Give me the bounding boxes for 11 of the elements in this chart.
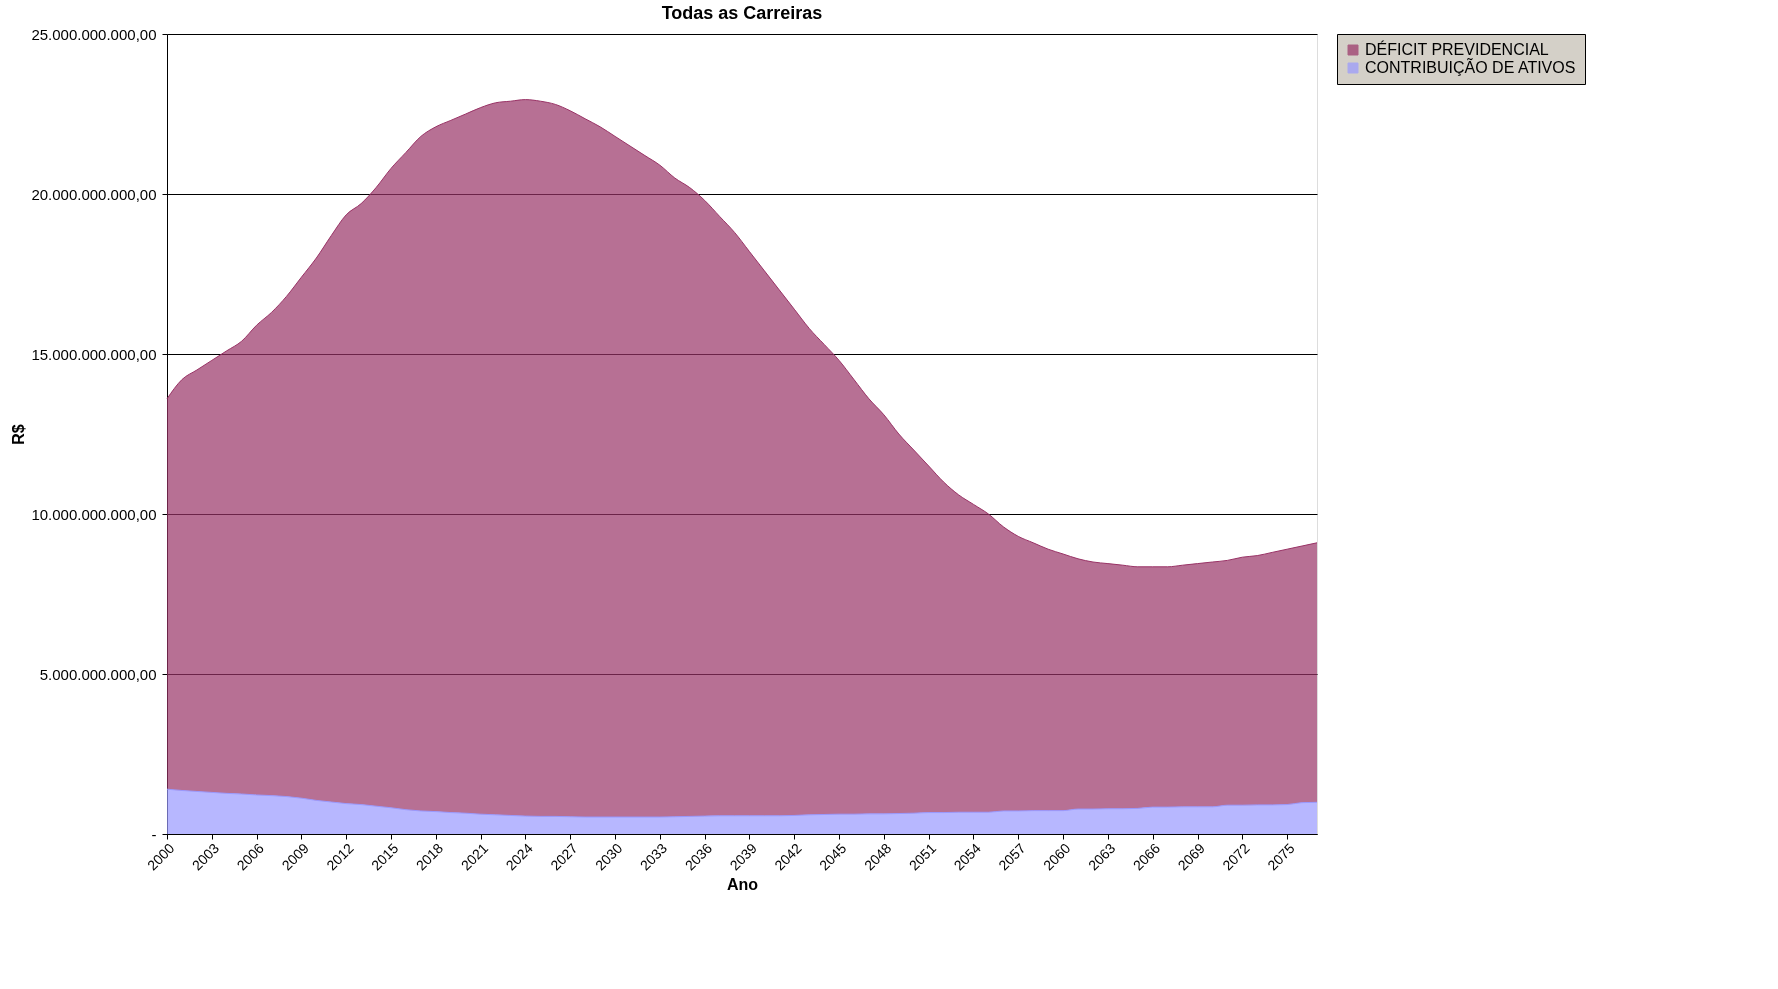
legend-label: DÉFICIT PREVIDENCIAL [1365, 40, 1549, 58]
y-tick-label: 5.000.000.000,00 [39, 665, 157, 683]
y-axis-title: R$ [10, 424, 28, 445]
y-tick-label: 25.000.000.000,00 [31, 25, 157, 43]
chart-title: Todas as Carreiras [661, 3, 823, 23]
y-tick-label: 10.000.000.000,00 [31, 505, 157, 523]
x-axis-title: Ano [726, 876, 759, 894]
y-tick-label: 15.000.000.000,00 [31, 345, 157, 363]
legend-label: CONTRIBUIÇÃO DE ATIVOS [1365, 57, 1576, 76]
y-tick-label: 20.000.000.000,00 [31, 185, 157, 203]
y-tick-label: - [151, 825, 157, 843]
